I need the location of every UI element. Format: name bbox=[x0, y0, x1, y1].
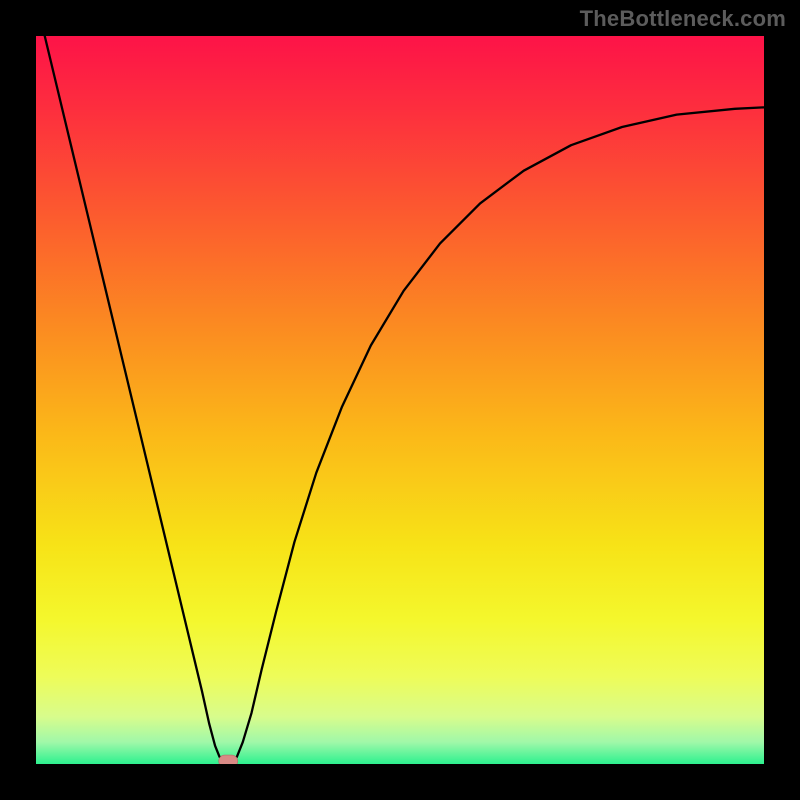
chart-background bbox=[36, 36, 764, 764]
bottleneck-chart bbox=[0, 0, 800, 800]
optimal-point-marker bbox=[219, 755, 238, 767]
chart-frame: TheBottleneck.com bbox=[0, 0, 800, 800]
watermark-text: TheBottleneck.com bbox=[580, 6, 786, 32]
